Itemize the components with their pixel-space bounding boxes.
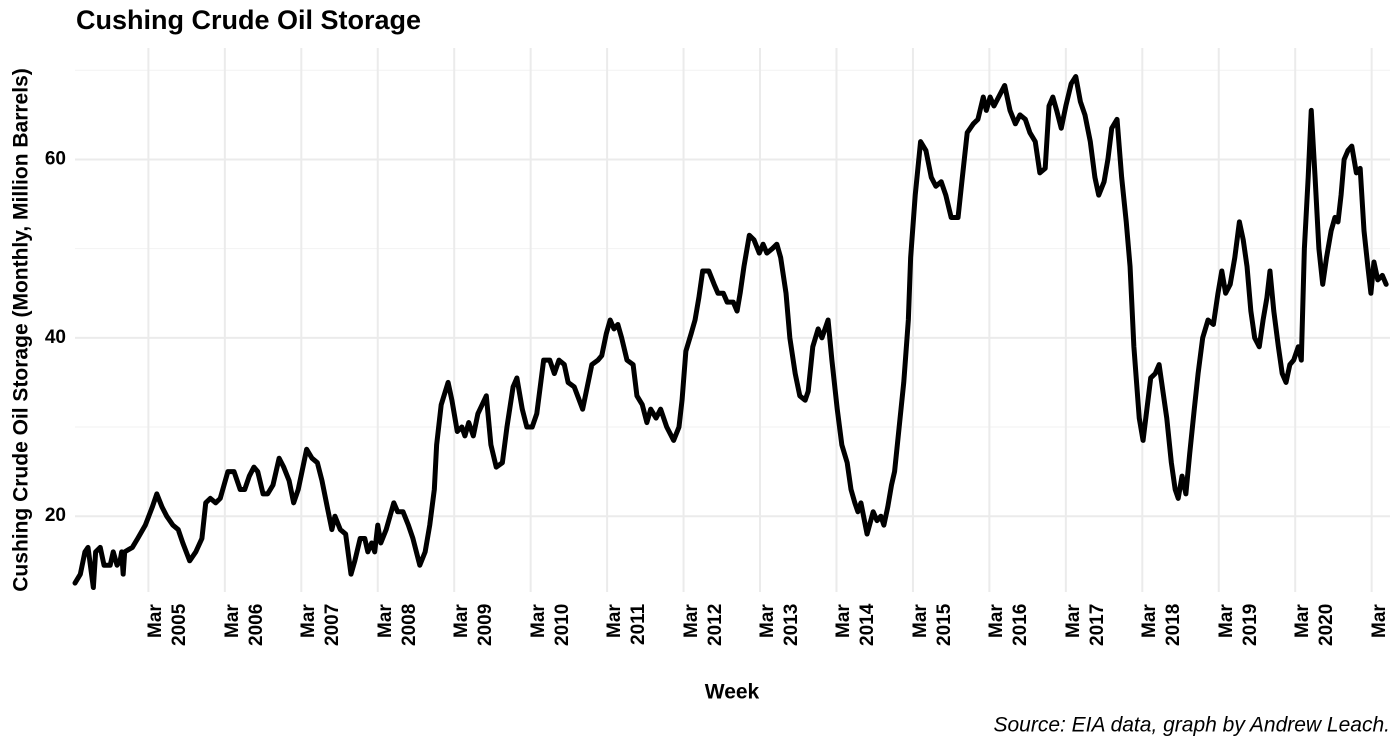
x-tick-label: Mar 2020 xyxy=(1292,604,1338,647)
data-line xyxy=(72,74,1389,591)
x-tick-label: Mar 2008 xyxy=(374,604,420,647)
x-tick-label: Mar xyxy=(1368,604,1390,638)
x-tick-label: Mar 2011 xyxy=(604,604,650,646)
x-tick-label: Mar 2013 xyxy=(757,604,803,647)
x-tick-label: Mar 2018 xyxy=(1139,604,1185,647)
x-tick-label: Mar 2006 xyxy=(221,604,267,647)
x-tick-label: Mar 2017 xyxy=(1062,604,1108,647)
x-tick-label: Mar 2010 xyxy=(527,604,573,647)
y-tick-label: 20 xyxy=(45,505,66,526)
y-tick-label: 40 xyxy=(45,327,66,348)
x-tick-label: Mar 2019 xyxy=(1215,604,1261,647)
x-tick-label: Mar 2015 xyxy=(909,604,955,647)
x-tick-label: Mar 2007 xyxy=(298,604,344,647)
chart-title: Cushing Crude Oil Storage xyxy=(76,5,421,35)
x-axis-title: Week xyxy=(705,681,760,704)
x-tick-label: Mar 2005 xyxy=(145,604,191,647)
y-axis-title: Cushing Crude Oil Storage (Monthly, Mill… xyxy=(10,68,33,591)
x-tick-label: Mar 2009 xyxy=(451,604,497,647)
caption: Source: EIA data, graph by Andrew Leach. xyxy=(993,714,1390,737)
x-tick-label: Mar 2012 xyxy=(680,604,726,647)
x-tick-label: Mar 2014 xyxy=(833,604,879,647)
y-tick-label: 60 xyxy=(45,148,66,169)
x-tick-label: Mar 2016 xyxy=(986,604,1032,647)
